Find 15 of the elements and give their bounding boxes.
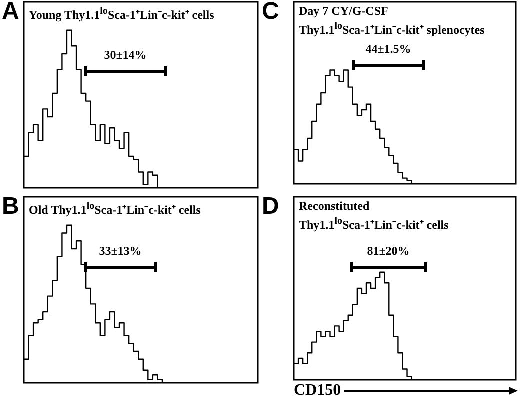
text: B bbox=[2, 193, 20, 221]
chart-title: Reconstituted bbox=[299, 199, 371, 214]
x-axis-title: CD150 bbox=[294, 382, 342, 400]
chart-title: Young Thy1.1$^{lo}$Sca-1⁺Lin⁻c-kit⁺ cells bbox=[29, 5, 214, 23]
text: 44±1.5% bbox=[364, 42, 412, 57]
text: A bbox=[2, 0, 20, 26]
chart-title: Old Thy1.1$^{lo}$Sca-1⁺Lin⁻c-kit⁺ cells bbox=[29, 200, 201, 218]
annotation: 33±13% bbox=[98, 244, 143, 259]
text: C bbox=[262, 0, 280, 26]
annotation: 30±14% bbox=[103, 48, 148, 63]
text: 81±20% bbox=[366, 244, 411, 259]
text: D bbox=[262, 193, 280, 221]
chart-subtitle: Thy1.1$^{lo}$Sca-1⁺Lin⁻c-kit⁺ cells bbox=[299, 215, 449, 233]
chart-subtitle: Thy1.1$^{lo}$Sca-1⁺Lin⁻c-kit⁺ splenocytes bbox=[299, 20, 485, 38]
chart-title: Day 7 CY/G-CSF bbox=[299, 4, 390, 19]
